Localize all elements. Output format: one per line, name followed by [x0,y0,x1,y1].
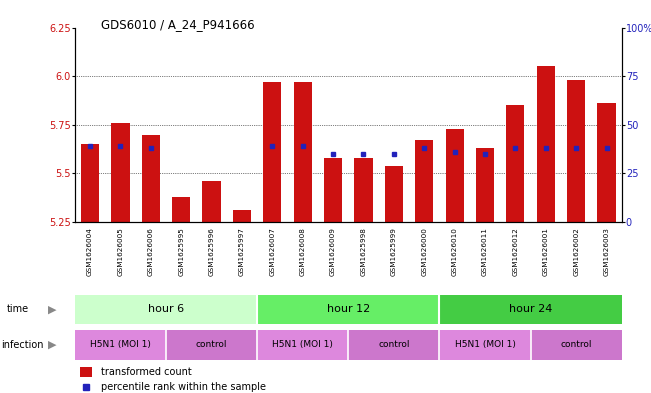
Bar [202,181,221,222]
Text: GSM1626002: GSM1626002 [573,227,579,276]
Text: infection: infection [1,340,43,350]
Text: GSM1626011: GSM1626011 [482,227,488,276]
Text: percentile rank within the sample: percentile rank within the sample [101,382,266,391]
Text: GSM1626003: GSM1626003 [603,227,609,276]
Bar [166,330,257,360]
Text: GSM1626008: GSM1626008 [299,227,306,276]
Bar [348,330,439,360]
Text: GSM1626009: GSM1626009 [330,227,336,276]
Bar [415,140,434,222]
Text: H5N1 (MOI 1): H5N1 (MOI 1) [454,340,516,349]
Bar [476,148,494,222]
Bar [439,295,622,324]
Text: ▶: ▶ [48,305,56,314]
Text: GSM1625997: GSM1625997 [239,227,245,276]
Bar [75,295,257,324]
Bar [567,80,585,222]
Bar [506,105,525,222]
Bar [354,158,372,222]
Text: H5N1 (MOI 1): H5N1 (MOI 1) [90,340,151,349]
Bar [81,144,99,222]
Text: hour 12: hour 12 [327,305,370,314]
Text: hour 6: hour 6 [148,305,184,314]
Text: control: control [378,340,409,349]
Text: GSM1626006: GSM1626006 [148,227,154,276]
Bar [257,295,439,324]
Text: GSM1625999: GSM1625999 [391,227,397,276]
Text: hour 24: hour 24 [509,305,552,314]
Text: control: control [561,340,592,349]
Text: GSM1626007: GSM1626007 [270,227,275,276]
Text: GSM1626004: GSM1626004 [87,227,93,276]
Bar [324,158,342,222]
Bar [172,197,190,222]
Text: GSM1625998: GSM1625998 [361,227,367,276]
Text: time: time [7,305,29,314]
Bar [80,367,92,377]
Bar [233,210,251,222]
Bar [439,330,531,360]
Bar [294,82,312,222]
Text: GSM1626000: GSM1626000 [421,227,427,276]
Text: ▶: ▶ [48,340,56,350]
Bar [445,129,464,222]
Text: GSM1626001: GSM1626001 [543,227,549,276]
Text: GSM1625996: GSM1625996 [208,227,215,276]
Bar [536,66,555,222]
Bar [263,82,281,222]
Bar [598,103,616,222]
Text: GSM1625995: GSM1625995 [178,227,184,276]
Bar [111,123,130,222]
Text: transformed count: transformed count [101,367,192,377]
Text: GSM1626010: GSM1626010 [452,227,458,276]
Bar [75,330,166,360]
Text: GSM1626012: GSM1626012 [512,227,518,276]
Bar [257,330,348,360]
Bar [385,165,403,222]
Text: control: control [196,340,227,349]
Text: GSM1626005: GSM1626005 [117,227,124,276]
Text: GDS6010 / A_24_P941666: GDS6010 / A_24_P941666 [101,18,255,31]
Bar [531,330,622,360]
Bar [142,134,160,222]
Text: H5N1 (MOI 1): H5N1 (MOI 1) [272,340,333,349]
